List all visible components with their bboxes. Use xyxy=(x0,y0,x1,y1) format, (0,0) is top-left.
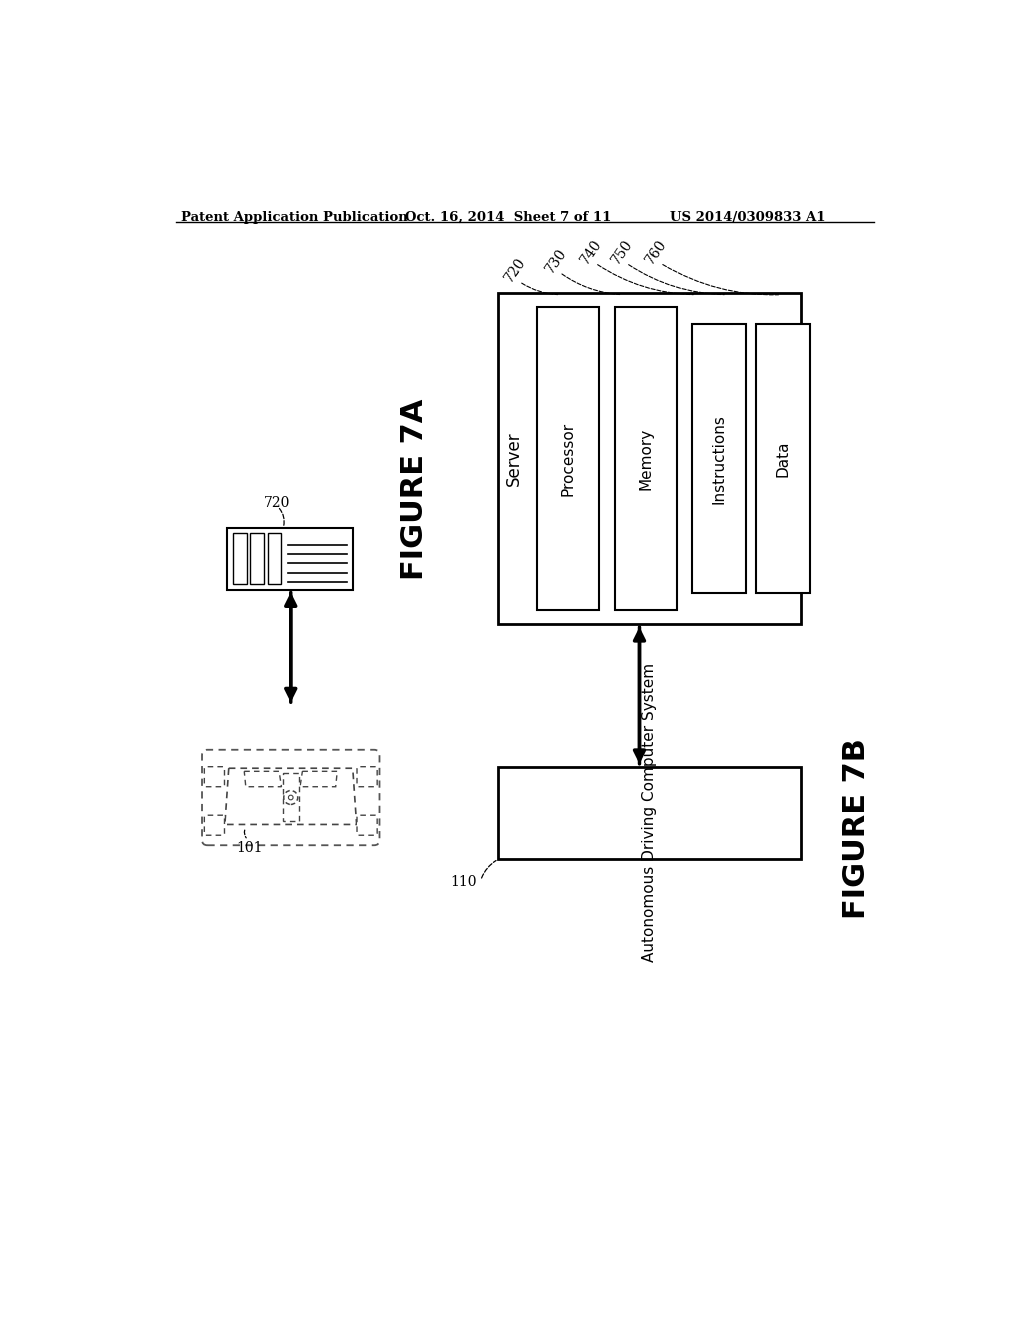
FancyBboxPatch shape xyxy=(205,767,224,787)
Text: US 2014/0309833 A1: US 2014/0309833 A1 xyxy=(671,211,826,224)
FancyBboxPatch shape xyxy=(202,750,380,845)
Text: Instructions: Instructions xyxy=(712,413,727,504)
Text: FIGURE 7A: FIGURE 7A xyxy=(400,399,429,581)
Polygon shape xyxy=(225,768,356,825)
Polygon shape xyxy=(245,771,282,787)
Text: 720: 720 xyxy=(263,495,290,510)
Text: Server: Server xyxy=(505,432,523,486)
Text: 750: 750 xyxy=(609,236,636,267)
FancyBboxPatch shape xyxy=(357,767,377,787)
Text: 101: 101 xyxy=(237,841,263,855)
Bar xyxy=(251,533,264,585)
Text: 110: 110 xyxy=(451,875,477,890)
FancyBboxPatch shape xyxy=(357,816,377,836)
Text: Oct. 16, 2014  Sheet 7 of 11: Oct. 16, 2014 Sheet 7 of 11 xyxy=(406,211,611,224)
Bar xyxy=(499,293,801,624)
Bar xyxy=(538,308,599,610)
Circle shape xyxy=(284,791,298,804)
Polygon shape xyxy=(300,771,337,787)
FancyBboxPatch shape xyxy=(205,816,224,836)
Text: 720: 720 xyxy=(502,255,528,285)
Bar xyxy=(233,533,248,585)
Circle shape xyxy=(289,795,293,800)
Polygon shape xyxy=(283,774,299,821)
Text: Processor: Processor xyxy=(561,421,575,496)
Text: Autonomous Driving Computer System: Autonomous Driving Computer System xyxy=(642,664,657,962)
Bar xyxy=(499,767,801,859)
Text: Memory: Memory xyxy=(638,428,653,490)
Bar xyxy=(227,528,352,590)
Text: Data: Data xyxy=(775,441,791,477)
Text: FIGURE 7B: FIGURE 7B xyxy=(842,738,871,919)
Bar xyxy=(614,308,677,610)
Text: 730: 730 xyxy=(543,246,569,276)
Text: 760: 760 xyxy=(643,236,670,267)
Bar xyxy=(756,323,810,594)
Bar xyxy=(267,533,282,585)
Text: 740: 740 xyxy=(579,236,605,267)
Text: Patent Application Publication: Patent Application Publication xyxy=(180,211,408,224)
Bar xyxy=(692,323,746,594)
